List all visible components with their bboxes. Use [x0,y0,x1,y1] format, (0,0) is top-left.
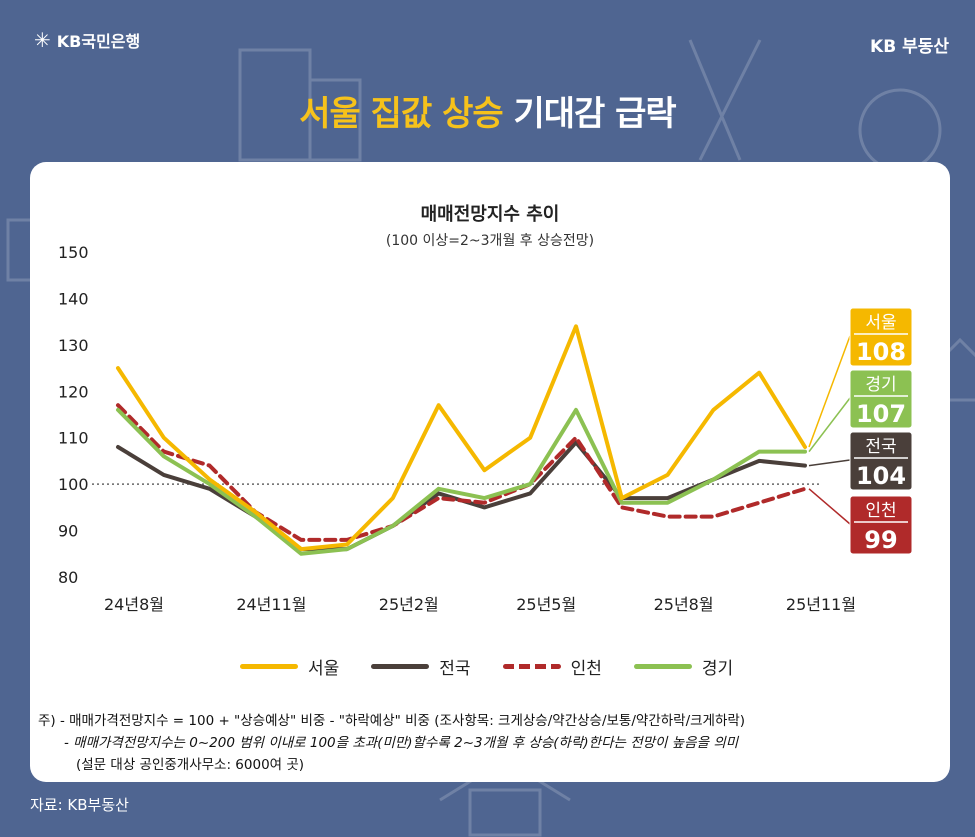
x-tick-label: 24년11월 [236,595,306,614]
legend-swatch-national [371,664,430,669]
series-line-서울 [116,324,807,552]
legend-swatch-incheon [502,664,561,669]
legend-swatch-seoul [240,664,298,669]
x-tick-label: 25년2월 [379,595,439,614]
y-tick-label-110: 110 [58,429,89,448]
legend-item-seoul: 서울 [240,654,339,679]
end-badge-전국 [849,431,913,491]
y-tick-label-140: 140 [58,289,89,308]
x-tick-label: 24년8월 [104,595,164,614]
connector-인천 [808,488,851,525]
y-tick-label-90: 90 [58,522,78,541]
end-badge-name: 전국 [865,437,896,457]
note-line-1: 주) - 매매가격전망지수 = 100 + "상승예상" 비중 - "하락예상"… [38,713,746,729]
chart-legend: 서울 전국 인천 경기 [240,654,733,679]
end-badge-name: 서울 [865,313,896,333]
end-badge-value: 104 [856,462,906,490]
legend-label-seoul: 서울 [308,659,340,679]
series-line-전국 [116,440,807,552]
kb-star-icon: ✳ [34,28,51,52]
note-line-3: (설문 대상 공인중개사무소: 6000여 곳) [76,757,305,773]
y-tick-label-120: 120 [58,382,89,401]
chart-card: 매매전망지수 추이 (100 이상=2~3개월 후 상승전망) 80 90 100 1… [30,162,950,782]
legend-item-gyeonggi: 경기 [633,654,734,679]
connector-서울 [808,335,851,448]
end-badge-value: 107 [856,400,906,428]
end-badge-경기 [849,369,913,429]
headline-rest: 기대감 급락 [502,94,676,134]
headline: 서울 집값 상승 기대감 급락 [0,86,975,135]
y-tick-label-100: 100 [58,475,89,494]
legend-label-gyeonggi: 경기 [701,659,734,679]
connector-경기 [808,397,851,453]
y-tick-label-150: 150 [58,243,89,262]
chart-title: 매매전망지수 추이 [420,204,560,225]
headline-highlight: 서울 집값 상승 [299,94,503,134]
series-line-인천 [116,403,807,542]
legend-label-incheon: 인천 [570,659,602,679]
legend-label-national: 전국 [439,659,471,679]
legend-item-incheon: 인천 [502,654,602,679]
end-badge-value: 99 [864,526,897,554]
end-badge-서울 [849,307,913,367]
source-credit: 자료: KB부동산 [30,796,129,814]
end-badge-value: 108 [856,338,906,366]
kb-realestate-logo: KB 부동산 [870,37,949,57]
x-tick-label: 25년5월 [516,595,576,614]
kb-bank-logo: ✳ KB국민은행 [34,28,140,52]
note-line-2: - 매매가격전망지수는 0~200 범위 이내로 100을 초과(미만)할수록 … [64,735,739,751]
x-tick-label: 25년11월 [786,595,856,614]
end-badge-name: 경기 [865,375,896,395]
legend-swatch-gyeonggi [633,664,692,669]
legend-item-national: 전국 [371,654,471,679]
y-tick-label-80: 80 [58,568,78,587]
kb-bank-name: KB국민은행 [56,32,141,51]
line-chart: 80 90 100 110 120 130 140 150 24년8월 24년11월 25년2월 25… [58,243,913,614]
series-line-경기 [116,407,807,556]
chart-notes: 주) - 매매가격전망지수 = 100 + "상승예상" 비중 - "하락예상"… [38,710,943,776]
x-tick-label: 25년8월 [654,595,714,614]
chart-subtitle: (100 이상=2~3개월 후 상승전망) [385,233,595,249]
end-badge-name: 인천 [865,501,896,521]
y-tick-label-130: 130 [58,336,89,355]
end-badge-인천 [849,495,913,555]
connector-전국 [808,459,851,467]
